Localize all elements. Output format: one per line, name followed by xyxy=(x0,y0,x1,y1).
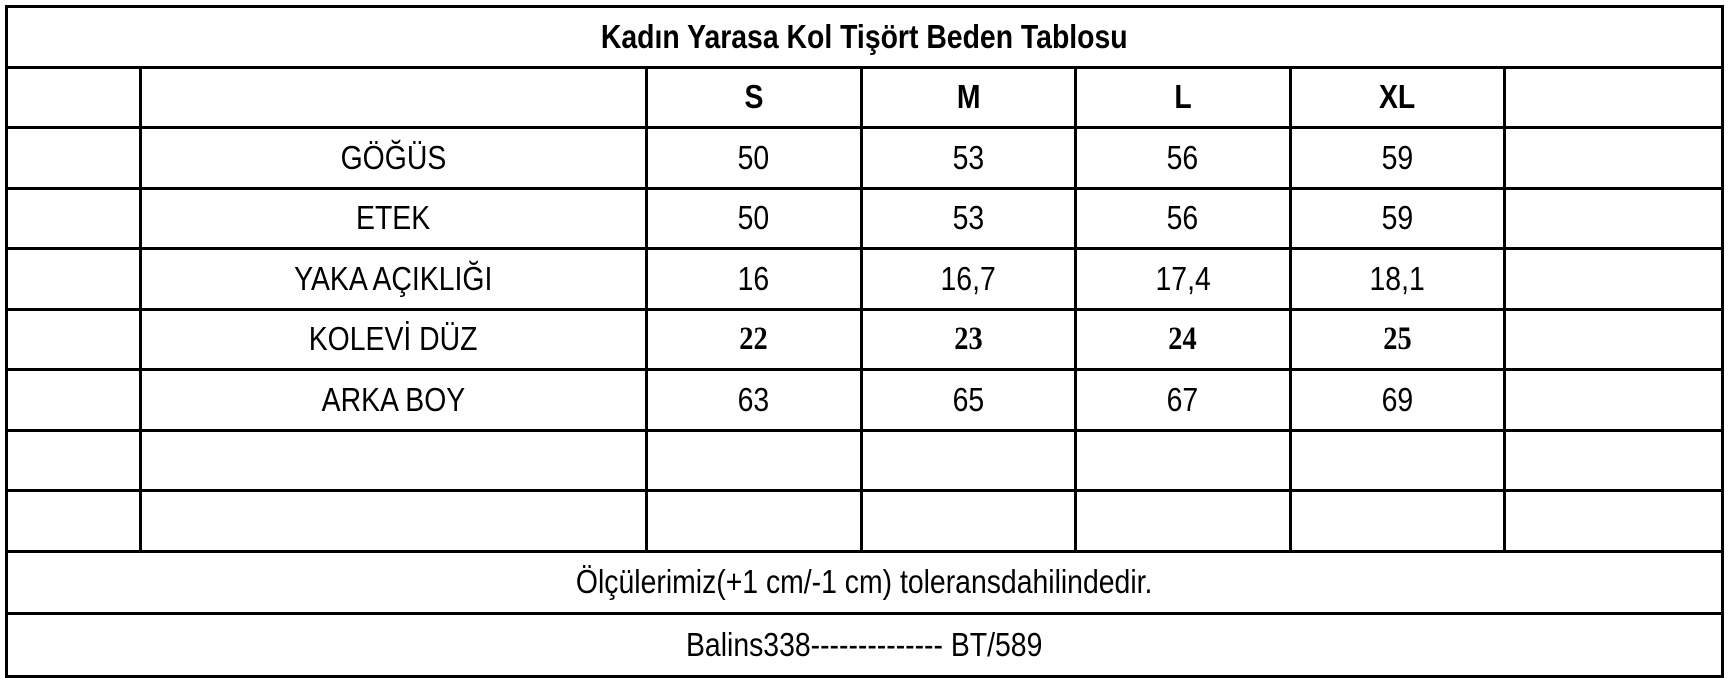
cell-value: 53 xyxy=(859,186,1078,250)
code-row: Balins338-------------- BT/589 xyxy=(5,612,1724,678)
empty-cell xyxy=(1503,428,1724,492)
cell-value: 56 xyxy=(1074,186,1292,250)
cell-value: 25 xyxy=(1288,307,1507,371)
empty-row xyxy=(5,428,1724,492)
size-header-xl: XL xyxy=(1288,65,1507,129)
table-row: YAKA AÇIKLIĞI 16 16,7 17,4 18,1 xyxy=(5,247,1724,311)
empty-cell xyxy=(645,428,863,492)
cell-value: 53 xyxy=(859,126,1078,190)
empty-cell xyxy=(5,186,142,250)
empty-cell xyxy=(1503,247,1724,311)
cell-value: 65 xyxy=(859,368,1078,432)
cell-value: 16 xyxy=(645,247,863,311)
cell-value: 22 xyxy=(645,307,863,371)
table-title: Kadın Yarasa Kol Tişört Beden Tablosu xyxy=(5,5,1724,69)
empty-cell xyxy=(1074,428,1292,492)
row-label: GÖĞÜS xyxy=(138,126,649,190)
empty-cell xyxy=(5,368,142,432)
empty-cell xyxy=(5,247,142,311)
empty-cell xyxy=(1503,126,1724,190)
cell-value: 50 xyxy=(645,126,863,190)
cell-value: 59 xyxy=(1288,126,1507,190)
empty-cell xyxy=(1503,186,1724,250)
empty-cell xyxy=(645,489,863,553)
empty-cell xyxy=(1503,368,1724,432)
cell-value: 18,1 xyxy=(1288,247,1507,311)
cell-value: 16,7 xyxy=(859,247,1078,311)
size-table: Kadın Yarasa Kol Tişört Beden Tablosu S … xyxy=(5,5,1724,678)
row-label: YAKA AÇIKLIĞI xyxy=(138,247,649,311)
empty-cell xyxy=(5,126,142,190)
tolerance-row: Ölçülerimiz(+1 cm/-1 cm) toleransdahilin… xyxy=(5,549,1724,615)
cell-value: 23 xyxy=(859,307,1078,371)
empty-cell xyxy=(1503,307,1724,371)
empty-cell xyxy=(138,489,649,553)
empty-cell xyxy=(1288,428,1507,492)
empty-cell xyxy=(5,428,142,492)
table-row: ETEK 50 53 56 59 xyxy=(5,186,1724,250)
row-label: ARKA BOY xyxy=(138,368,649,432)
cell-value: 56 xyxy=(1074,126,1292,190)
table-row: KOLEVİ DÜZ 22 23 24 25 xyxy=(5,307,1724,371)
empty-cell xyxy=(5,307,142,371)
empty-cell xyxy=(5,489,142,553)
cell-value: 50 xyxy=(645,186,863,250)
cell-value: 17,4 xyxy=(1074,247,1292,311)
cell-value: 63 xyxy=(645,368,863,432)
size-header-l: L xyxy=(1074,65,1292,129)
size-chart: Kadın Yarasa Kol Tişört Beden Tablosu S … xyxy=(5,5,1724,678)
cell-value: 59 xyxy=(1288,186,1507,250)
cell-value: 24 xyxy=(1074,307,1292,371)
empty-cell xyxy=(138,65,649,129)
table-row: ARKA BOY 63 65 67 69 xyxy=(5,368,1724,432)
empty-cell xyxy=(1503,489,1724,553)
empty-cell xyxy=(859,489,1078,553)
empty-cell xyxy=(138,428,649,492)
empty-cell xyxy=(1288,489,1507,553)
table-row: GÖĞÜS 50 53 56 59 xyxy=(5,126,1724,190)
cell-value: 67 xyxy=(1074,368,1292,432)
cell-value: 69 xyxy=(1288,368,1507,432)
size-header-s: S xyxy=(645,65,863,129)
size-header-m: M xyxy=(859,65,1078,129)
empty-cell xyxy=(1074,489,1292,553)
empty-cell xyxy=(5,65,142,129)
empty-cell xyxy=(859,428,1078,492)
empty-row xyxy=(5,489,1724,553)
row-label: ETEK xyxy=(138,186,649,250)
tolerance-note: Ölçülerimiz(+1 cm/-1 cm) toleransdahilin… xyxy=(5,549,1724,615)
title-row: Kadın Yarasa Kol Tişört Beden Tablosu xyxy=(5,5,1724,69)
row-label: KOLEVİ DÜZ xyxy=(138,307,649,371)
header-row: S M L XL xyxy=(5,65,1724,129)
empty-cell xyxy=(1503,65,1724,129)
product-code: Balins338-------------- BT/589 xyxy=(5,612,1724,678)
